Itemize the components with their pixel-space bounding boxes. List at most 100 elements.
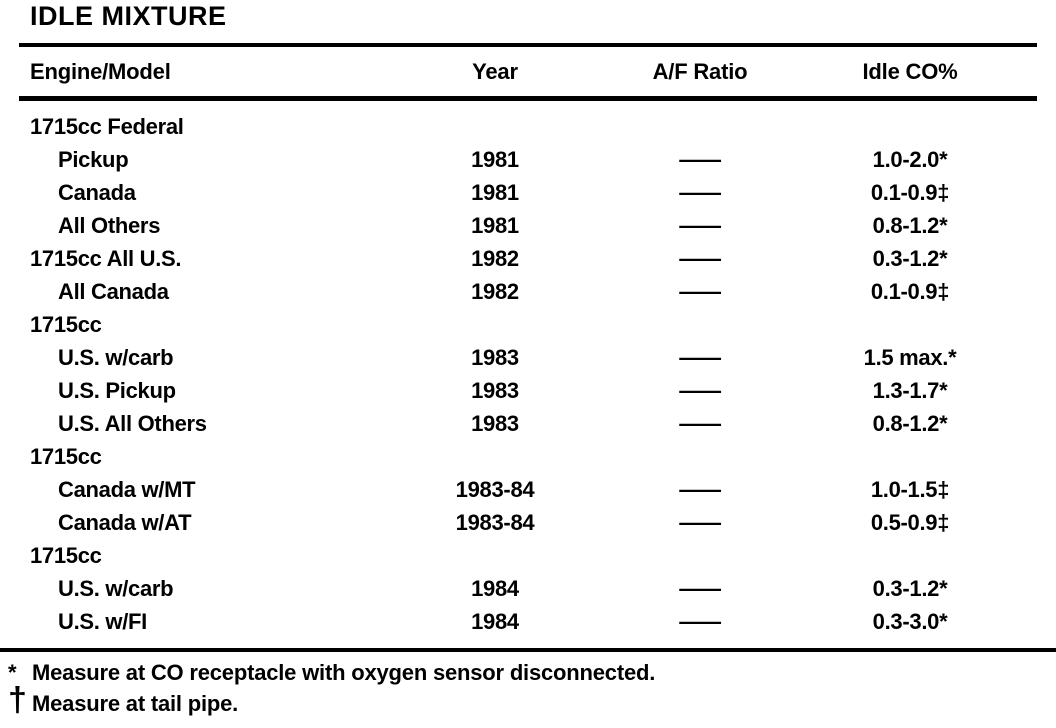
em-dash: —: [679, 213, 721, 238]
table-row: 1715cc: [0, 440, 1056, 473]
cell-idle-co: 0.1-0.9‡: [870, 279, 950, 304]
cell-year: 1981: [471, 180, 519, 205]
cell-year: 1983: [471, 411, 519, 436]
footnote-text: Measure at tail pipe.: [32, 691, 239, 716]
divider-bottom: [0, 648, 1056, 652]
cell-af-ratio: —: [580, 473, 820, 506]
cell-year: 1982: [471, 279, 519, 304]
em-dash: —: [679, 279, 721, 304]
cell-engine-model: U.S. w/carb: [58, 345, 174, 370]
col-header-engine-model: Engine/Model: [30, 58, 171, 84]
cell-engine-model: 1715cc Federal: [30, 114, 184, 139]
em-dash: —: [679, 477, 721, 502]
page-title: IDLE MIXTURE: [30, 1, 227, 31]
cell-engine-model: U.S. All Others: [58, 411, 207, 436]
table-row: U.S. w/FI 1984 — 0.3-3.0*: [0, 605, 1056, 638]
footnote-dagger: † Measure at tail pipe.: [8, 683, 1056, 719]
em-dash: —: [679, 510, 721, 535]
cell-engine-model: Canada w/AT: [58, 510, 192, 535]
em-dash: —: [679, 246, 721, 271]
em-dash: —: [679, 147, 721, 172]
cell-idle-co: 0.3-1.2*: [872, 576, 948, 601]
cell-idle-co: 1.0-1.5‡: [870, 477, 950, 502]
cell-idle-co: 0.3-3.0*: [872, 609, 948, 634]
table-row: U.S. w/carb 1983 — 1.5 max.*: [0, 341, 1056, 374]
cell-engine-model: U.S. w/FI: [58, 609, 147, 634]
cell-engine-model: Canada: [58, 180, 136, 205]
cell-idle-co: 0.8-1.2*: [872, 411, 948, 436]
table-row: U.S. All Others 1983 — 0.8-1.2*: [0, 407, 1056, 440]
cell-year: 1984: [471, 576, 519, 601]
cell-idle-co: 1.0-2.0*: [872, 147, 948, 172]
cell-idle-co: 0.1-0.9‡: [870, 180, 950, 205]
cell-af-ratio: —: [580, 209, 820, 242]
cell-idle-co: 0.5-0.9‡: [870, 510, 950, 535]
cell-engine-model: U.S. Pickup: [58, 378, 176, 403]
col-header-af-ratio: A/F Ratio: [652, 58, 748, 84]
footnote-text: Measure at CO receptacle with oxygen sen…: [32, 660, 656, 685]
table-body: 1715cc Federal Pickup 1981 — 1.0-2.0* Ca…: [0, 101, 1056, 648]
cell-engine-model: Pickup: [58, 147, 129, 172]
table-row: Canada w/AT 1983-84 — 0.5-0.9‡: [0, 506, 1056, 539]
cell-af-ratio: —: [580, 242, 820, 275]
col-header-year: Year: [472, 58, 518, 84]
em-dash: —: [679, 345, 721, 370]
table-header-row: Engine/Model Year A/F Ratio Idle CO%: [0, 47, 1056, 96]
em-dash: —: [679, 609, 721, 634]
table-row: Pickup 1981 — 1.0-2.0*: [0, 143, 1056, 176]
divider-header: [19, 96, 1037, 101]
cell-engine-model: 1715cc All U.S.: [30, 246, 182, 271]
table-row: All Canada 1982 — 0.1-0.9‡: [0, 275, 1056, 308]
cell-af-ratio: —: [580, 341, 820, 374]
table-row: 1715cc: [0, 539, 1056, 572]
cell-engine-model: 1715cc: [30, 543, 102, 568]
divider-top: [19, 43, 1037, 47]
cell-af-ratio: —: [580, 506, 820, 539]
table-row: All Others 1981 — 0.8-1.2*: [0, 209, 1056, 242]
cell-engine-model: U.S. w/carb: [58, 576, 174, 601]
cell-af-ratio: —: [580, 407, 820, 440]
cell-year: 1983-84: [455, 510, 535, 535]
cell-af-ratio: —: [580, 374, 820, 407]
cell-af-ratio: [580, 440, 820, 473]
cell-idle-co: 1.5 max.*: [863, 345, 957, 370]
em-dash: —: [679, 378, 721, 403]
cell-year: 1981: [471, 213, 519, 238]
table-row: U.S. Pickup 1983 — 1.3-1.7*: [0, 374, 1056, 407]
table-row: U.S. w/carb 1984 — 0.3-1.2*: [0, 572, 1056, 605]
em-dash: —: [679, 411, 721, 436]
table-row: Canada 1981 — 0.1-0.9‡: [0, 176, 1056, 209]
cell-af-ratio: —: [580, 143, 820, 176]
asterisk-marker: *: [8, 660, 17, 685]
table-row: 1715cc: [0, 308, 1056, 341]
cell-year: 1982: [471, 246, 519, 271]
cell-af-ratio: [580, 539, 820, 572]
cell-year: 1983: [471, 378, 519, 403]
em-dash: —: [679, 576, 721, 601]
cell-idle-co: 1.3-1.7*: [872, 378, 948, 403]
cell-engine-model: 1715cc: [30, 312, 102, 337]
table-row: 1715cc All U.S. 1982 — 0.3-1.2*: [0, 242, 1056, 275]
footnotes: * Measure at CO receptacle with oxygen s…: [0, 652, 1056, 719]
footnote-asterisk: * Measure at CO receptacle with oxygen s…: [8, 657, 1056, 688]
col-header-idle-co: Idle CO%: [862, 58, 958, 84]
cell-af-ratio: —: [580, 605, 820, 638]
cell-af-ratio: [580, 110, 820, 143]
cell-year: 1983-84: [455, 477, 535, 502]
cell-engine-model: 1715cc: [30, 444, 102, 469]
cell-idle-co: 0.8-1.2*: [872, 213, 948, 238]
cell-engine-model: Canada w/MT: [58, 477, 196, 502]
cell-af-ratio: —: [580, 572, 820, 605]
cell-year: 1983: [471, 345, 519, 370]
cell-af-ratio: [580, 308, 820, 341]
cell-af-ratio: —: [580, 176, 820, 209]
cell-engine-model: All Others: [58, 213, 161, 238]
cell-year: 1984: [471, 609, 519, 634]
cell-engine-model: All Canada: [58, 279, 169, 304]
cell-idle-co: 0.3-1.2*: [872, 246, 948, 271]
cell-year: 1981: [471, 147, 519, 172]
table-row: Canada w/MT 1983-84 — 1.0-1.5‡: [0, 473, 1056, 506]
table-row: 1715cc Federal: [0, 110, 1056, 143]
em-dash: —: [679, 180, 721, 205]
